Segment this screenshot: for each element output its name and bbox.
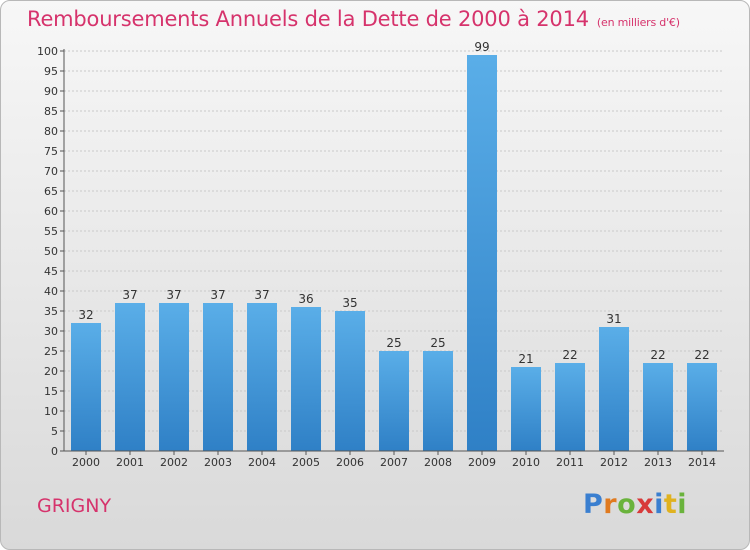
data-label-2007: 25 [386, 336, 401, 350]
data-label-2002: 37 [166, 288, 181, 302]
y-tick-label: 30 [44, 325, 58, 338]
x-tick-label-2011: 2011 [556, 456, 584, 469]
x-tick-label-2003: 2003 [204, 456, 232, 469]
y-tick-label: 70 [44, 165, 58, 178]
y-tick-label: 85 [44, 105, 58, 118]
y-tick-label: 40 [44, 285, 58, 298]
y-tick-label: 80 [44, 125, 58, 138]
y-tick-label: 75 [44, 145, 58, 158]
bar-2000 [71, 323, 101, 451]
bar-2012 [599, 327, 629, 451]
bar-2011 [555, 363, 585, 451]
logo-letter: o [617, 489, 637, 520]
y-tick-label: 55 [44, 225, 58, 238]
data-label-2011: 22 [562, 348, 577, 362]
bar-2003 [203, 303, 233, 451]
x-tick-label-2004: 2004 [248, 456, 276, 469]
data-label-2010: 21 [518, 352, 533, 366]
bar-2008 [423, 351, 453, 451]
y-tick-label: 0 [51, 445, 58, 458]
data-label-2001: 37 [122, 288, 137, 302]
logo-letter: P [583, 489, 604, 520]
bar-2009 [467, 55, 497, 451]
bar-2007 [379, 351, 409, 451]
labels: 0 5 10 15 20 25 30 35 40 45 50 55 60 65 70 75 80 85 90 95 10… [37, 40, 716, 469]
data-label-2013: 22 [650, 348, 665, 362]
bar-2002 [159, 303, 189, 451]
y-tick-label: 90 [44, 85, 58, 98]
bar-2010 [511, 367, 541, 451]
bar-2004 [247, 303, 277, 451]
y-tick-label: 20 [44, 365, 58, 378]
x-tick-label-2013: 2013 [644, 456, 672, 469]
data-label-2006: 35 [342, 296, 357, 310]
chart-title-text: Remboursements Annuels de la Dette de 20… [27, 7, 589, 31]
bar-2014 [687, 363, 717, 451]
x-tick-label-2000: 2000 [72, 456, 100, 469]
x-tick-label-2002: 2002 [160, 456, 188, 469]
commune-name: GRIGNY [37, 495, 112, 517]
y-tick-label: 50 [44, 245, 58, 258]
logo-letter: x [636, 489, 655, 520]
data-label-2004: 37 [254, 288, 269, 302]
y-tick-label: 60 [44, 205, 58, 218]
y-tick-label: 65 [44, 185, 58, 198]
bar-2005 [291, 307, 321, 451]
bar-2001 [115, 303, 145, 451]
x-tick-label-2005: 2005 [292, 456, 320, 469]
x-tick-label-2006: 2006 [336, 456, 364, 469]
data-label-2012: 31 [606, 312, 621, 326]
logo-letter: t [663, 489, 678, 520]
x-tick-label-2008: 2008 [424, 456, 452, 469]
y-tick-label: 35 [44, 305, 58, 318]
proxiti-logo: Proxiti [583, 489, 687, 520]
x-tick-label-2014: 2014 [688, 456, 716, 469]
y-tick-label: 25 [44, 345, 58, 358]
data-label-2014: 22 [694, 348, 709, 362]
x-tick-label-2012: 2012 [600, 456, 628, 469]
data-label-2008: 25 [430, 336, 445, 350]
data-label-2003: 37 [210, 288, 225, 302]
x-tick-label-2001: 2001 [116, 456, 144, 469]
y-tick-label: 10 [44, 405, 58, 418]
logo-letter: i [654, 489, 664, 520]
axes [60, 49, 724, 455]
x-tick-label-2007: 2007 [380, 456, 408, 469]
data-label-2000: 32 [78, 308, 93, 322]
y-tick-label: 100 [37, 45, 58, 58]
x-tick-label-2010: 2010 [512, 456, 540, 469]
y-tick-label: 5 [51, 425, 58, 438]
y-tick-label: 95 [44, 65, 58, 78]
logo-letter: r [603, 489, 618, 520]
data-label-2005: 36 [298, 292, 313, 306]
bar-2013 [643, 363, 673, 451]
logo-letter: i [677, 489, 688, 520]
data-label-2009: 99 [474, 40, 489, 54]
y-tick-label: 45 [44, 265, 58, 278]
bars [71, 55, 717, 451]
x-tick-label-2009: 2009 [468, 456, 496, 469]
chart-title: Remboursements Annuels de la Dette de 20… [27, 7, 680, 31]
bar-2006 [335, 311, 365, 451]
y-tick-label: 15 [44, 385, 58, 398]
chart-unit: (en milliers d'€) [596, 16, 680, 29]
